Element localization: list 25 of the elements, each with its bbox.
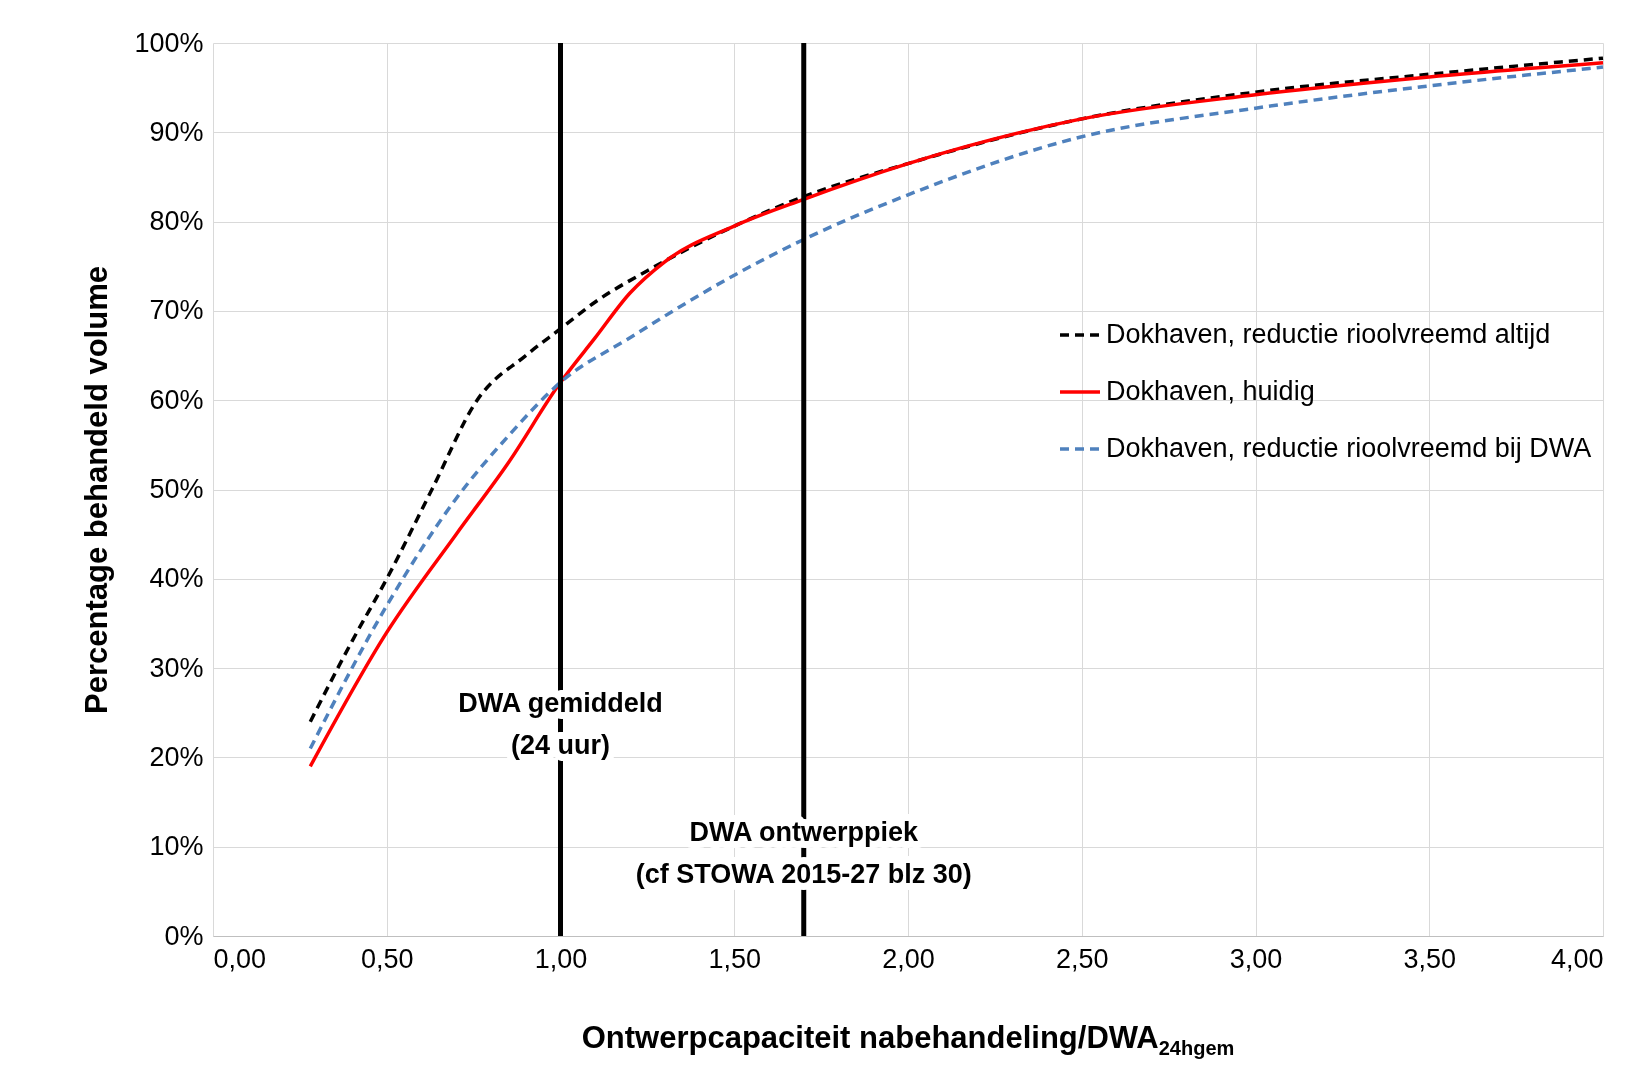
- y-tick-label: 60%: [149, 384, 204, 415]
- y-tick-label: 90%: [149, 116, 204, 147]
- x-tick-label: 0,00: [213, 943, 267, 974]
- y-axis-title: Percentage behandeld volume: [79, 266, 115, 714]
- x-tick-label: 4,00: [1550, 943, 1604, 974]
- x-axis-title: Ontwerpcapaciteit nabehandeling/DWA$_{24hgem}$: [580, 1020, 1236, 1061]
- y-tick-label: 100%: [134, 27, 204, 58]
- x-tick-label: 3,50: [1403, 943, 1457, 974]
- y-tick-label: 10%: [149, 831, 204, 862]
- x-tick-label: 2,00: [882, 943, 935, 974]
- x-tick-label: 2,50: [1055, 943, 1109, 974]
- legend-label: Dokhaven, huidig: [1106, 376, 1315, 406]
- y-tick-label: 20%: [149, 741, 204, 772]
- legend-label: Dokhaven, reductie rioolvreemd bij DWA: [1106, 433, 1592, 463]
- y-tick-label: 40%: [149, 563, 204, 594]
- x-tick-label: 1,00: [534, 943, 588, 974]
- y-tick-label: 80%: [149, 206, 204, 237]
- y-tick-label: 50%: [149, 474, 204, 504]
- x-tick-label: 1,50: [708, 943, 762, 974]
- y-tick-label: 70%: [149, 295, 204, 326]
- x-tick-label: 3,00: [1229, 943, 1283, 974]
- x-tick-label: 0,50: [360, 943, 414, 974]
- legend-label: Dokhaven, reductie rioolvreemd altijd: [1106, 319, 1551, 349]
- y-tick-label: 0%: [164, 920, 204, 951]
- y-tick-label: 30%: [149, 652, 204, 683]
